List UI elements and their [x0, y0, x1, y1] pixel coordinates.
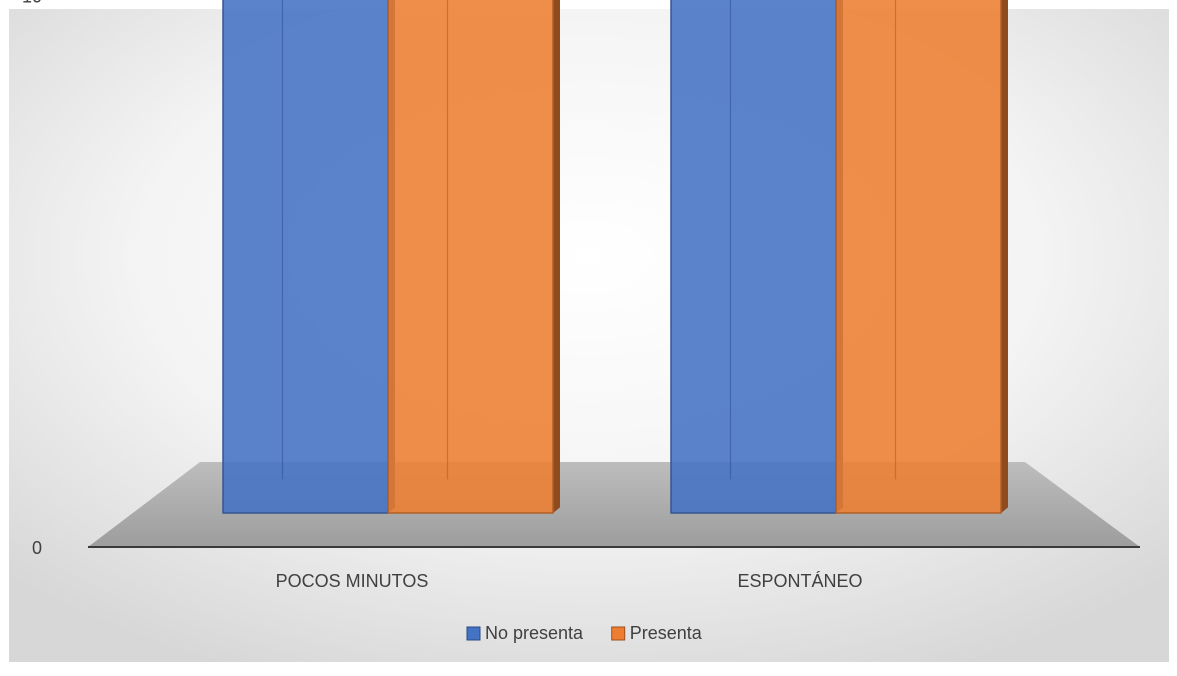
bar-front-face	[387, 0, 554, 514]
x-tick-label: POCOS MINUTOS	[276, 571, 429, 591]
y-tick-label: 10	[22, 0, 42, 7]
legend-swatch	[466, 626, 481, 641]
bar-front-face	[222, 0, 389, 514]
bar	[387, 0, 560, 514]
bar-side-face	[553, 0, 560, 513]
legend-item: No presenta	[466, 623, 584, 643]
x-tick-label: ESPONTÁNEO	[737, 571, 862, 591]
bar-side-face	[1001, 0, 1008, 513]
bar-front-face	[835, 0, 1002, 514]
bar-inner-edge	[894, 0, 897, 480]
bar-front-face	[670, 0, 837, 514]
legend-item: Presenta	[611, 623, 703, 643]
bar	[835, 0, 1008, 514]
legend-label: Presenta	[630, 623, 703, 643]
legend-swatch	[611, 626, 626, 641]
legend-label: No presenta	[485, 623, 584, 643]
y-tick-label: 0	[32, 538, 42, 558]
